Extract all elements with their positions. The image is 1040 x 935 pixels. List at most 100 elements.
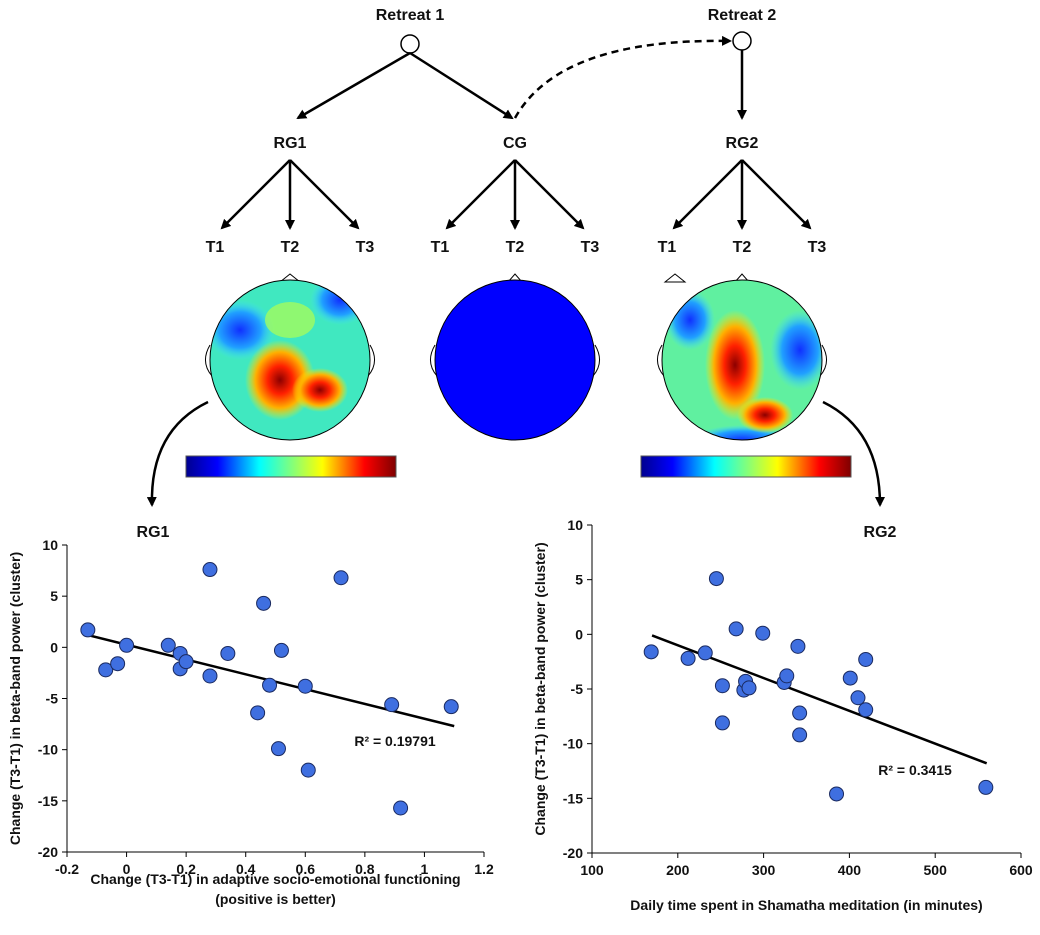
x-tick-label: 300 <box>752 862 776 878</box>
arrow <box>741 159 812 230</box>
arrow <box>445 159 516 230</box>
point <box>741 680 757 696</box>
node <box>732 31 752 51</box>
arrow <box>409 51 514 120</box>
point <box>384 697 400 713</box>
point <box>728 621 744 637</box>
arrow <box>289 159 360 230</box>
node-label: T2 <box>506 239 525 256</box>
y-tick-label: -5 <box>571 681 584 697</box>
chart-title: RG2 <box>864 524 897 541</box>
point <box>779 668 795 684</box>
point <box>714 715 730 731</box>
x-axis-label: Change (T3-T1) in adaptive socio-emotion… <box>90 871 460 887</box>
point <box>297 678 313 694</box>
node-label: T1 <box>206 239 225 256</box>
y-axis-label: Change (T3-T1) in beta-band power (clust… <box>7 552 23 845</box>
arrow <box>514 159 585 230</box>
point <box>829 786 845 802</box>
point <box>790 638 806 654</box>
y-tick-label: 10 <box>567 517 583 533</box>
x-tick-label: 1 <box>421 861 429 877</box>
point <box>119 637 135 653</box>
point <box>98 662 114 678</box>
point <box>643 644 659 660</box>
node-label: T2 <box>733 239 752 256</box>
y-tick-label: 5 <box>575 572 583 588</box>
x-axis-label: Daily time spent in Shamatha meditation … <box>630 897 982 913</box>
x-tick-label: 1.2 <box>474 861 494 877</box>
x-tick-label: 600 <box>1009 862 1033 878</box>
point <box>708 571 724 587</box>
point <box>680 650 696 666</box>
diagram: Retreat 1 Retreat 2 RG1 CG RG2 T1 T2 T3 T1 T… <box>146 7 885 507</box>
node-label: T1 <box>658 239 677 256</box>
y-tick-label: 0 <box>575 626 583 642</box>
point <box>220 645 236 661</box>
point <box>262 677 278 693</box>
point <box>300 762 316 778</box>
point <box>792 727 808 743</box>
point <box>443 699 459 715</box>
point <box>858 702 874 718</box>
y-tick-label: -15 <box>563 790 583 806</box>
y-tick-label: -20 <box>38 844 58 860</box>
x-tick-label: 100 <box>580 862 604 878</box>
y-axis-label: Change (T3-T1) in beta-band power (clust… <box>532 542 548 835</box>
point <box>250 705 266 721</box>
point <box>202 562 218 578</box>
arrow <box>296 51 411 120</box>
x-tick-label: -0.2 <box>55 861 79 877</box>
point <box>202 668 218 684</box>
y-tick-label: 5 <box>50 588 58 604</box>
x-tick-label: 0.6 <box>296 861 316 877</box>
x-tick-label: 0.8 <box>355 861 375 877</box>
arrow <box>220 159 291 230</box>
node-label: T1 <box>431 239 450 256</box>
point <box>850 690 866 706</box>
point <box>755 625 771 641</box>
x-tick-label: 400 <box>838 862 862 878</box>
x-tick-label: 0.2 <box>176 861 196 877</box>
point <box>697 645 713 661</box>
node-label: T3 <box>356 239 375 256</box>
point <box>270 741 286 757</box>
arrow <box>146 400 209 507</box>
node-label: RG2 <box>726 135 759 152</box>
node-label: T2 <box>281 239 300 256</box>
arrow <box>672 159 743 230</box>
arrow <box>513 35 732 119</box>
y-tick-label: -10 <box>38 742 58 758</box>
node-label: T3 <box>581 239 600 256</box>
y-tick-label: -15 <box>38 793 58 809</box>
point <box>792 705 808 721</box>
point <box>110 656 126 672</box>
node-label: T3 <box>808 239 827 256</box>
y-tick-label: 0 <box>50 639 58 655</box>
point <box>178 654 194 670</box>
x-tick-label: 500 <box>924 862 948 878</box>
chart-title: RG1 <box>137 524 170 541</box>
point <box>393 800 409 816</box>
y-tick-label: -10 <box>563 736 583 752</box>
point <box>273 642 289 658</box>
node <box>400 34 420 54</box>
point <box>842 670 858 686</box>
topomaps <box>146 273 885 507</box>
node-label: Retreat 1 <box>376 7 445 24</box>
colorbar <box>185 455 397 478</box>
annotation: R² = 0.19791 <box>354 733 436 749</box>
point <box>858 651 874 667</box>
point <box>978 779 994 795</box>
y-tick-label: 10 <box>42 537 58 553</box>
node-label: RG1 <box>274 135 307 152</box>
x-tick-label: 0.4 <box>236 861 256 877</box>
x-tick-label: 0 <box>123 861 131 877</box>
annotation: R² = 0.3415 <box>878 762 952 778</box>
node-label: Retreat 2 <box>708 7 777 24</box>
y-tick-label: -20 <box>563 845 583 861</box>
colorbar <box>640 455 852 478</box>
node-label: CG <box>503 135 527 152</box>
point <box>256 595 272 611</box>
